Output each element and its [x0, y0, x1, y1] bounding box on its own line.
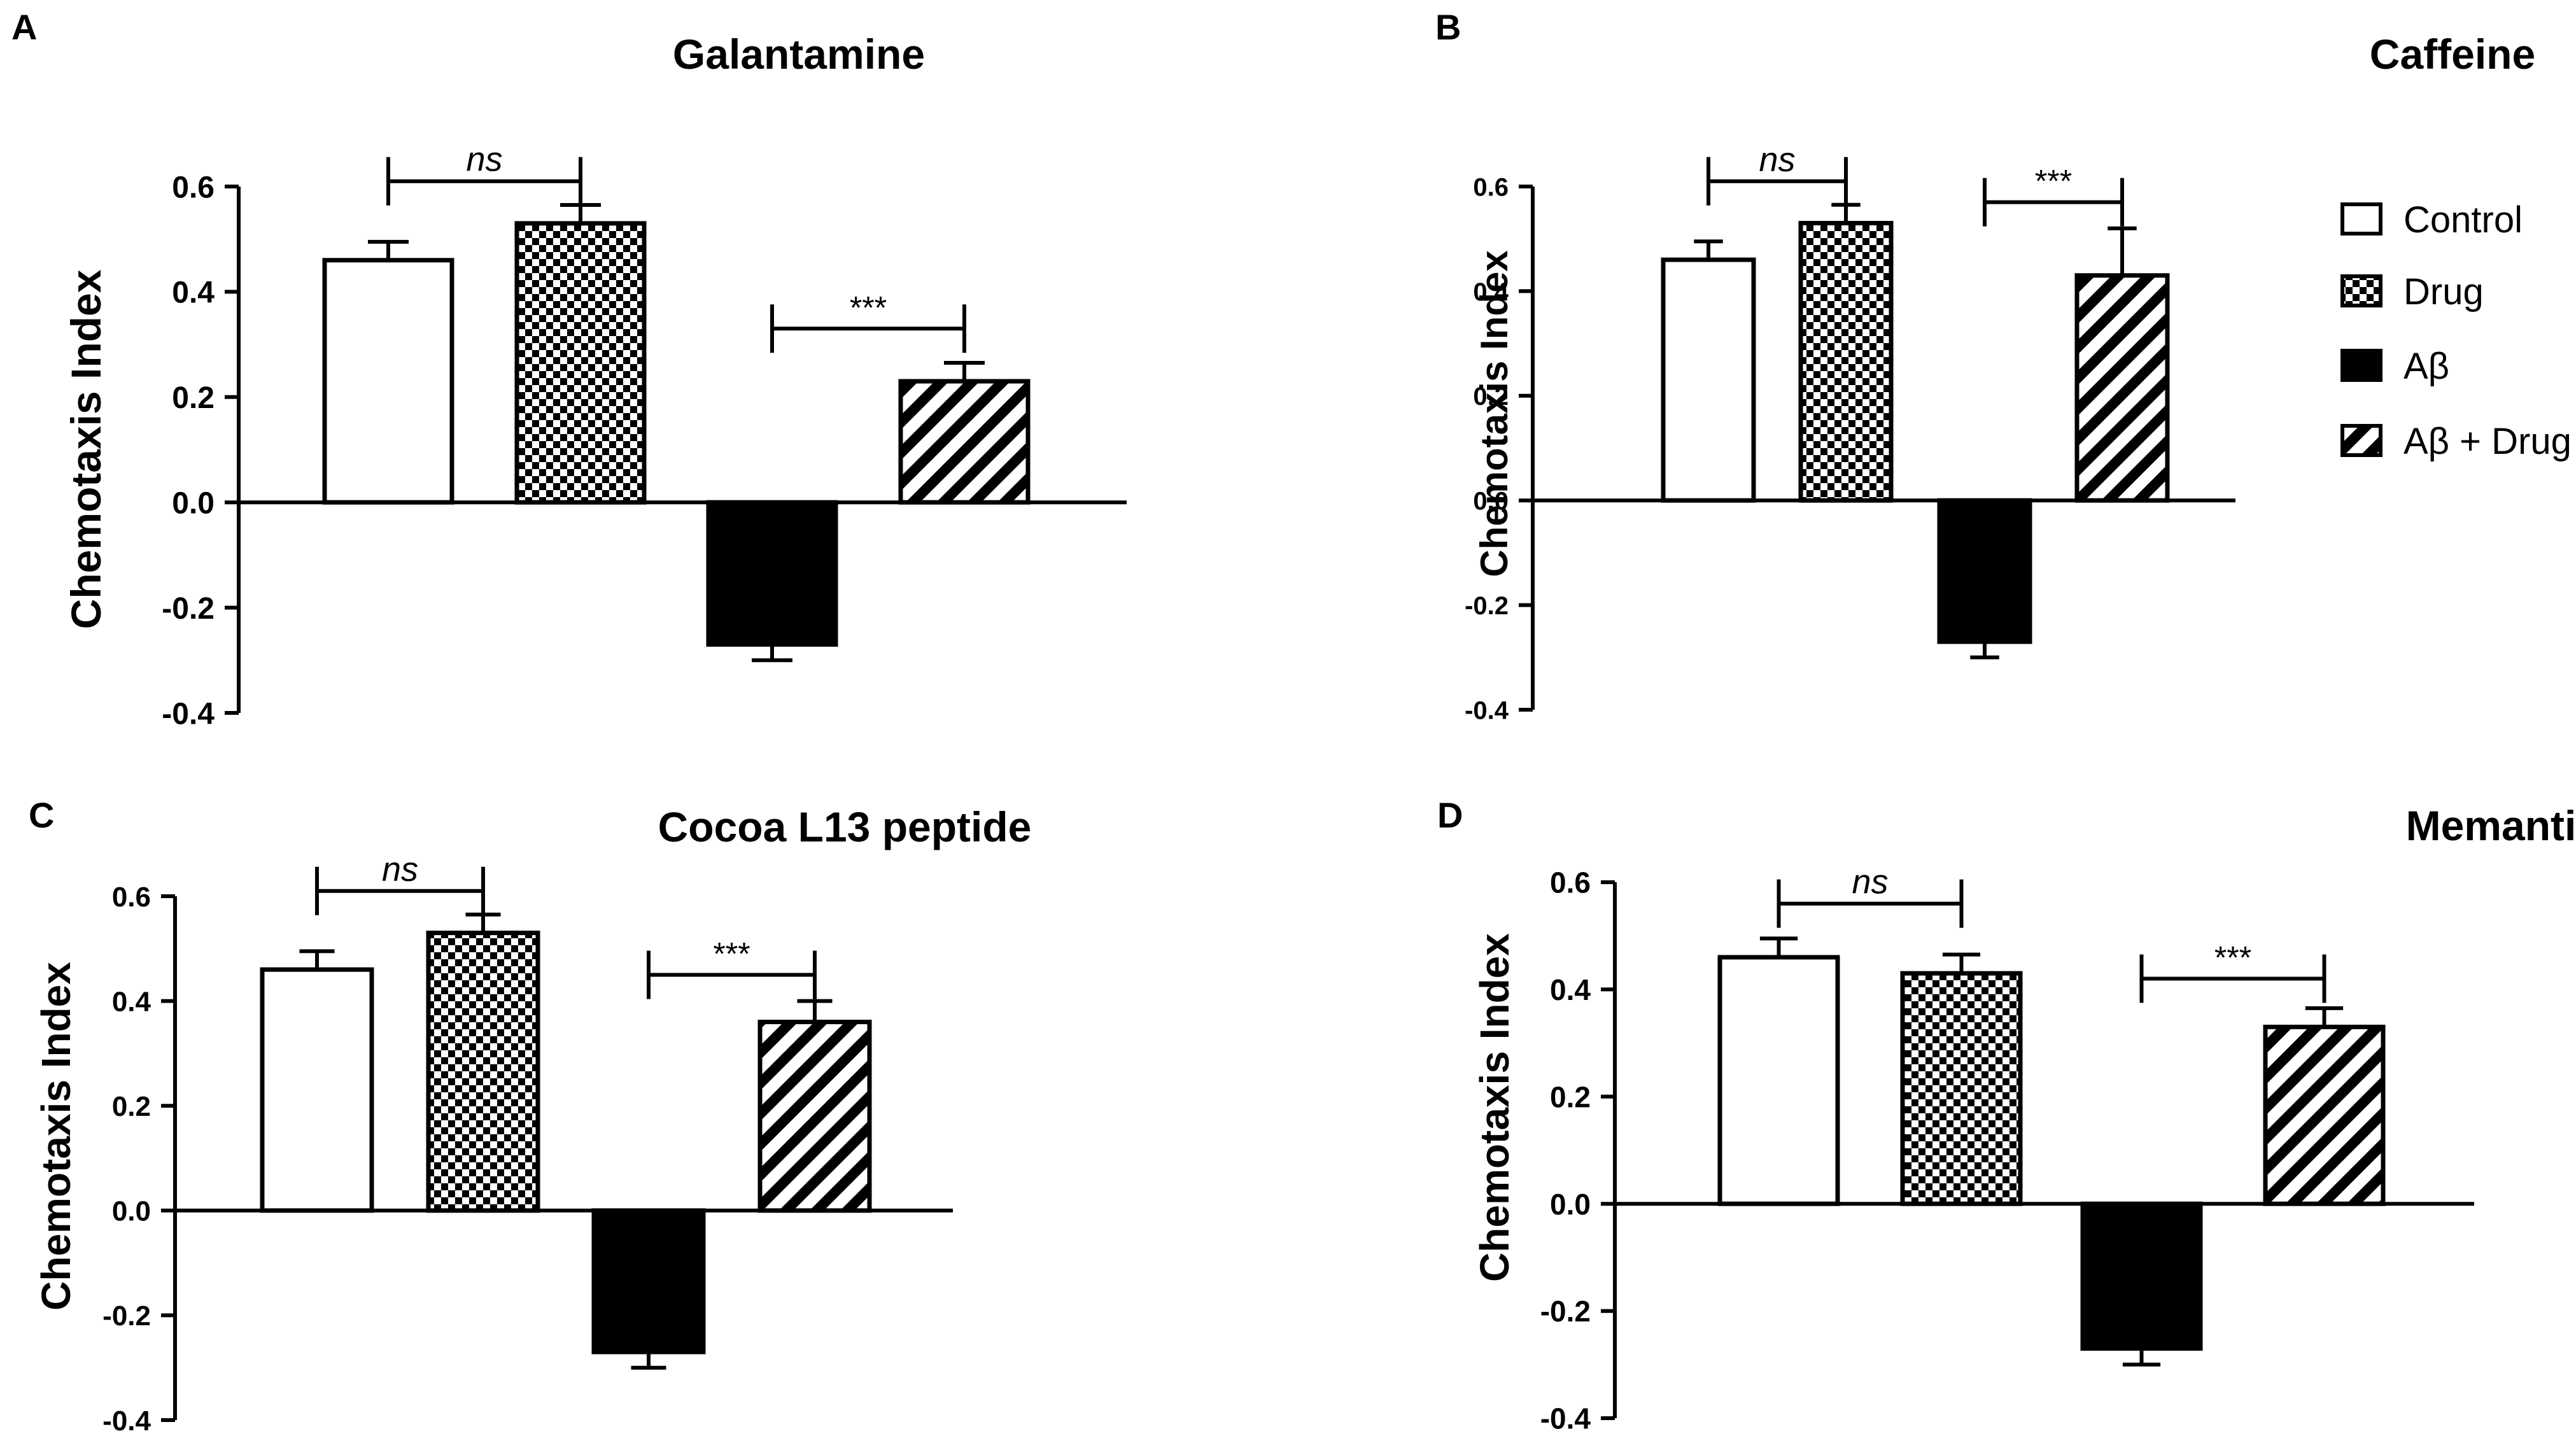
- legend-swatch-black: [2340, 349, 2382, 382]
- y-tick-label: 0.6: [1473, 173, 1509, 201]
- bar-a-: [1937, 498, 2032, 644]
- chart-title: Galantamine: [673, 31, 925, 78]
- y-tick-label: -0.2: [102, 1300, 151, 1332]
- bar-a-drug: [898, 379, 1031, 505]
- significance-label: ***: [2035, 164, 2072, 199]
- bar-control: [1661, 257, 1756, 503]
- significance-label: ***: [850, 290, 887, 325]
- panel-d: D Memantine Chemotaxis Index 0.6 0.4 0.2 0.0 -0…: [1437, 795, 2576, 1435]
- y-tick-label: -0.2: [162, 592, 215, 626]
- y-axis-label: Chemotaxis Index: [1472, 933, 1517, 1282]
- significance-label: ***: [713, 936, 750, 971]
- chart-title: Memantine: [2406, 802, 2576, 849]
- significance-label: ns: [466, 141, 502, 179]
- significance-label: ns: [382, 850, 418, 889]
- legend-label: Aβ + Drug: [2404, 421, 2572, 462]
- y-tick-label: 0.2: [112, 1091, 151, 1122]
- bar-control: [1717, 955, 1840, 1206]
- legend-swatch-hatch: [2340, 424, 2382, 457]
- y-tick-label: 0.2: [1550, 1080, 1591, 1113]
- bar-a-: [2080, 1201, 2203, 1351]
- bar-a-drug: [2263, 1024, 2386, 1206]
- legend-swatch-checker: [2340, 274, 2382, 307]
- bar-a-: [591, 1208, 706, 1355]
- y-tick-label: 0.0: [1473, 488, 1509, 516]
- y-axis-label: Chemotaxis Index: [33, 962, 79, 1311]
- bar-control: [260, 967, 374, 1213]
- y-tick-label: 0.2: [1473, 383, 1509, 411]
- bar-a-drug: [757, 1020, 872, 1213]
- panel-letter: B: [1435, 7, 1461, 47]
- panel-b: B Caffeine Chemotaxis Index 0.6 0.4 0.2 0.0 -0.…: [1435, 7, 2535, 724]
- y-tick-label: -0.2: [1540, 1295, 1591, 1328]
- y-tick-label: 0.4: [1550, 973, 1591, 1006]
- bar-a-drug: [2074, 273, 2170, 503]
- bar-a-: [706, 500, 838, 647]
- legend-label: Control: [2404, 199, 2523, 241]
- y-tick-label: -0.4: [102, 1405, 151, 1436]
- significance-label: ns: [1759, 141, 1795, 179]
- panel-letter: D: [1437, 795, 1463, 835]
- y-tick-label: 0.0: [172, 486, 215, 520]
- legend-label: Drug: [2404, 271, 2484, 313]
- bar-drug: [426, 931, 540, 1213]
- y-tick-label: 0.4: [112, 986, 151, 1017]
- y-tick-label: 0.6: [112, 882, 151, 913]
- y-tick-label: -0.4: [1540, 1402, 1591, 1435]
- y-tick-label: 0.6: [1550, 866, 1591, 899]
- panel-a: A Galantamine Chemotaxis Index 0.6 0.4 0.2 0.0…: [11, 7, 1127, 731]
- legend-label: Aβ: [2404, 346, 2449, 387]
- bar-drug: [514, 221, 647, 505]
- panel-letter: C: [29, 795, 54, 835]
- y-axis-label: Chemotaxis Index: [62, 269, 109, 629]
- panel-letter: A: [11, 7, 37, 47]
- bar-control: [322, 258, 454, 505]
- chart-title: Caffeine: [2370, 31, 2535, 78]
- y-tick-label: -0.2: [1465, 592, 1509, 620]
- y-tick-label: -0.4: [162, 697, 215, 731]
- y-tick-label: 0.0: [1550, 1188, 1591, 1221]
- y-tick-label: 0.0: [112, 1196, 151, 1227]
- y-tick-label: 0.4: [172, 276, 215, 310]
- y-axis-label: Chemotaxis Index: [1473, 250, 1516, 577]
- bar-drug: [1798, 221, 1894, 503]
- y-tick-label: 0.6: [172, 171, 215, 204]
- legend: Control Drug Aβ Aβ + Drug: [2340, 199, 2572, 462]
- y-tick-label: 0.4: [1473, 278, 1509, 306]
- y-tick-label: 0.2: [172, 381, 215, 415]
- significance-label: ns: [1852, 863, 1888, 901]
- bar-drug: [1900, 971, 2023, 1206]
- chart-title: Cocoa L13 peptide: [658, 803, 1032, 850]
- legend-swatch-white: [2340, 202, 2382, 236]
- significance-label: ***: [2214, 940, 2251, 976]
- y-tick-label: -0.4: [1465, 696, 1509, 724]
- panel-c: C Cocoa L13 peptide Chemotaxis Index 0.6 0.4…: [29, 795, 1031, 1436]
